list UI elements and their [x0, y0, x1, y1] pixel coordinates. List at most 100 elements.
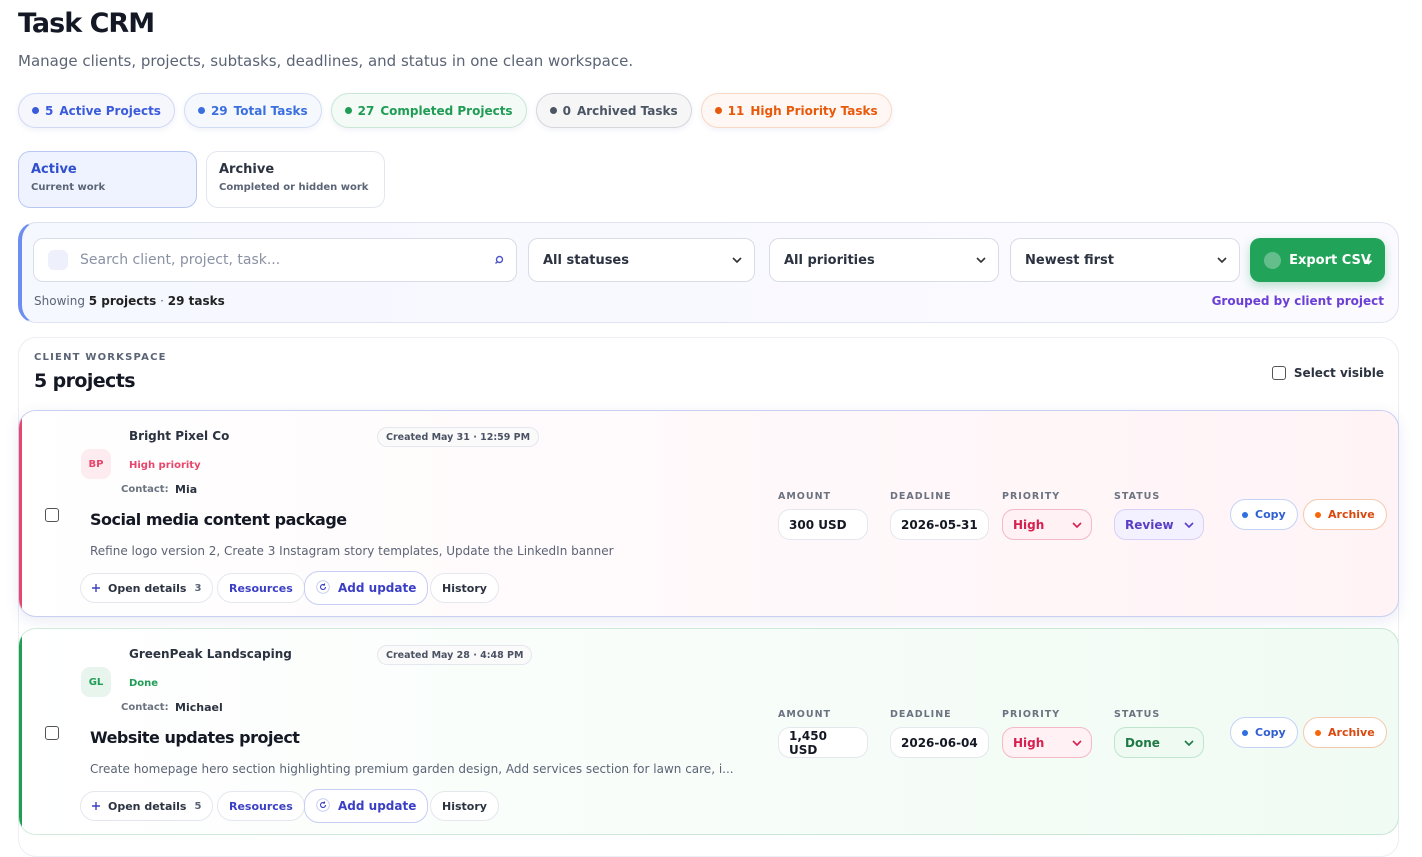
stat-dot	[32, 107, 39, 114]
project-card: GL GreenPeak Landscaping Created May 28 · …	[18, 628, 1399, 835]
stat-pill: 29 Total Tasks	[183, 93, 322, 128]
avatar: BP	[81, 449, 111, 479]
stat-dot	[344, 107, 352, 114]
stat-label: Completed Projects	[380, 103, 513, 118]
select-visible[interactable]: Select visible	[1271, 366, 1384, 380]
deadline-field: 2026-05-31	[890, 509, 989, 540]
amount-field: 300 USD	[778, 509, 868, 540]
field-label: STATUS	[1114, 491, 1161, 502]
grouping-note: Grouped by client project	[1211, 294, 1384, 308]
stat-dot	[714, 107, 722, 114]
workspace-eyebrow: CLIENT WORKSPACE	[34, 352, 167, 363]
stat-value: 0	[562, 103, 571, 118]
checkbox[interactable]	[45, 726, 59, 740]
contact-name: Michael	[175, 701, 223, 714]
search-input[interactable]: Search client, project, task...	[33, 238, 517, 282]
sort-select[interactable]: Newest first	[1010, 238, 1240, 282]
summary-tasks: 29 tasks	[167, 294, 225, 308]
subtask-count: 5	[194, 800, 202, 812]
select-value: All priorities	[784, 252, 875, 268]
chevron	[1184, 521, 1194, 528]
project-title: Social media content package	[90, 510, 347, 529]
resources-button[interactable]: Resources	[217, 573, 305, 603]
select-value: Newest first	[1025, 252, 1115, 268]
stat-pill: 27 Completed Projects	[330, 93, 527, 128]
field-label: PRIORITY	[1002, 491, 1061, 502]
add-update-button[interactable]: Add update	[304, 571, 429, 605]
priority-select[interactable]: High	[1002, 727, 1092, 758]
priority-value: High	[1013, 517, 1045, 532]
checkbox[interactable]	[45, 508, 59, 522]
priority-value: High	[1013, 735, 1045, 750]
open-details-label: Open details	[108, 799, 187, 813]
status-select[interactable]: Done	[1114, 727, 1204, 758]
refresh-icon	[316, 579, 330, 597]
archive-button[interactable]: Archive	[1303, 717, 1387, 748]
project-title: Website updates project	[90, 728, 300, 747]
status-value: Done	[1125, 735, 1160, 750]
export-label: Export CSV	[1289, 252, 1371, 268]
field-label: PRIORITY	[1002, 709, 1061, 720]
search-placeholder: Search client, project, task...	[80, 252, 281, 268]
add-update-label: Add update	[338, 799, 417, 813]
tab-title: Archive	[219, 162, 275, 177]
summary-separator: ·	[160, 294, 164, 308]
status-select[interactable]: All statuses	[528, 238, 755, 282]
export-button[interactable]: Export CSV	[1250, 238, 1385, 282]
contact-label: Contact:	[121, 702, 169, 713]
priority-select[interactable]: All priorities	[769, 238, 999, 282]
project-tag: Done	[129, 678, 159, 689]
archive-dot	[1315, 729, 1321, 736]
field-label: DEADLINE	[890, 491, 952, 502]
copy-button[interactable]: Copy	[1230, 499, 1298, 530]
project-description: Create homepage hero section highlightin…	[90, 762, 734, 776]
copy-dot	[1242, 511, 1248, 518]
stat-label: High Priority Tasks	[750, 103, 878, 118]
stat-pill: 11 High Priority Tasks	[700, 93, 892, 128]
field-label: DEADLINE	[890, 709, 952, 720]
resources-button[interactable]: Resources	[217, 791, 305, 821]
priority-select[interactable]: High	[1002, 509, 1092, 540]
copy-button[interactable]: Copy	[1230, 717, 1298, 748]
contact-label: Contact:	[121, 484, 169, 495]
select-visible-label: Select visible	[1293, 366, 1384, 380]
client-name: GreenPeak Landscaping	[129, 647, 292, 661]
status-value: Review	[1125, 517, 1174, 532]
status-select[interactable]: Review	[1114, 509, 1204, 540]
stat-pill: 0 Archived Tasks	[535, 93, 692, 128]
archive-dot	[1315, 511, 1321, 518]
created-pill: Created May 31 · 12:59 PM	[377, 427, 540, 447]
accent-bar	[19, 629, 22, 834]
history-button[interactable]: History	[430, 791, 499, 821]
add-update-button[interactable]: Add update	[304, 789, 429, 823]
field-label: STATUS	[1114, 709, 1161, 720]
chevron	[1072, 521, 1082, 528]
app-subtitle: Manage clients, projects, subtasks, dead…	[18, 52, 634, 70]
stat-label: Archived Tasks	[576, 103, 678, 118]
stat-pill: 5 Active Projects	[18, 93, 175, 128]
archive-label: Archive	[1328, 508, 1375, 521]
checkbox[interactable]	[1271, 366, 1286, 380]
archive-button[interactable]: Archive	[1303, 499, 1387, 530]
add-update-label: Add update	[338, 581, 417, 595]
search-icon	[48, 250, 504, 270]
tab-subtitle: Current work	[31, 182, 106, 193]
stat-value: 29	[210, 103, 228, 118]
open-details-button[interactable]: Open details 5	[80, 791, 214, 821]
summary-prefix: Showing	[34, 294, 85, 308]
app-title: Task CRM	[18, 8, 155, 39]
tab[interactable]: Archive Completed or hidden work	[206, 151, 385, 208]
tab[interactable]: Active Current work	[18, 151, 197, 208]
project-description: Refine logo version 2, Create 3 Instagra…	[90, 544, 614, 558]
copy-label: Copy	[1255, 726, 1286, 739]
contact-name: Mia	[175, 483, 198, 496]
client-name: Bright Pixel Co	[129, 429, 230, 443]
history-button[interactable]: History	[430, 573, 499, 603]
stat-label: Active Projects	[59, 103, 161, 118]
chevron	[1072, 739, 1082, 746]
stat-value: 5	[45, 103, 54, 118]
amount-field: 1,450 USD	[778, 727, 868, 758]
open-details-button[interactable]: Open details 3	[80, 573, 214, 603]
